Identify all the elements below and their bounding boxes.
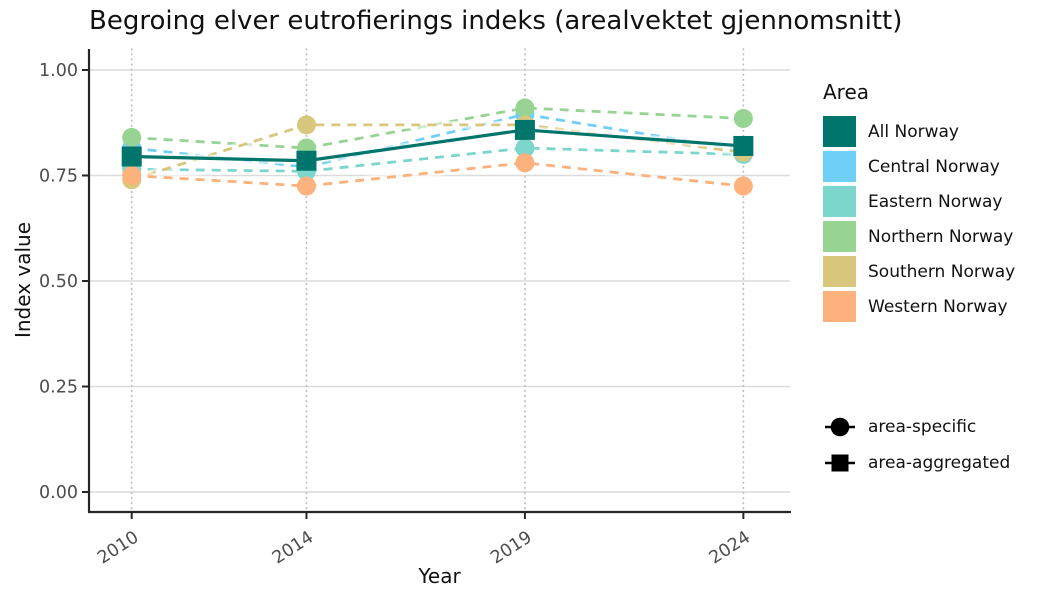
y-axis-title: Index value <box>11 222 35 338</box>
legend-label: Southern Norway <box>868 261 1016 282</box>
series-line-western-norway <box>131 161 744 188</box>
chart-title: Begroing elver eutrofierings indeks (are… <box>89 6 903 36</box>
axis-titles: Index value Year <box>11 222 461 588</box>
legend-title: Area <box>823 80 870 104</box>
legend-label: Eastern Norway <box>868 191 1003 212</box>
legend-item-all-norway: All Norway <box>823 116 1015 147</box>
legend-label: Western Norway <box>868 296 1008 317</box>
legend-swatch-western-norway <box>823 291 856 322</box>
x-tick-label-2024: 2024 <box>706 527 754 568</box>
marker-western-norway-2010 <box>122 166 142 185</box>
series-lines <box>127 103 748 191</box>
marker-western-norway-2024 <box>733 176 753 196</box>
y-tick-label-0.00: 0.00 <box>39 483 78 503</box>
color-legend: Area All Norway Central Norway Eastern N… <box>823 80 1015 326</box>
legend-item-southern-norway: Southern Norway <box>823 256 1015 287</box>
legend-swatch-central-norway <box>823 151 856 182</box>
circle-marker-icon <box>825 417 855 437</box>
marker-western-norway-2014 <box>296 176 316 196</box>
series-line-southern-norway <box>131 123 744 182</box>
marker-western-norway-2019 <box>515 153 535 173</box>
marker-northern-norway-2024 <box>733 109 753 129</box>
legend-swatch-all-norway <box>823 116 856 147</box>
legend-item-central-norway: Central Norway <box>823 151 1015 182</box>
x-tick-label-2010: 2010 <box>94 527 142 568</box>
legend-item-western-norway: Western Norway <box>823 291 1015 322</box>
marker-southern-norway-2014 <box>296 115 316 135</box>
x-axis-title: Year <box>417 564 461 588</box>
legend-item-northern-norway: Northern Norway <box>823 221 1015 252</box>
legend-label: Central Norway <box>868 156 1000 177</box>
marker-eastern-norway-2019 <box>515 138 535 158</box>
legend-item-eastern-norway: Eastern Norway <box>823 186 1015 217</box>
legend-swatch-northern-norway <box>823 221 856 252</box>
shape-legend-label: area-aggregated <box>868 453 1011 473</box>
series-line-all-norway <box>131 128 744 163</box>
legend-label: All Norway <box>868 121 959 142</box>
y-tick-label-0.75: 0.75 <box>39 167 78 187</box>
marker-northern-norway-2019 <box>515 98 535 118</box>
series-line-northern-norway <box>131 106 744 150</box>
y-tick-label-0.50: 0.50 <box>39 272 78 292</box>
shape-legend-label: area-specific <box>868 417 977 437</box>
legend-swatch-southern-norway <box>823 256 856 287</box>
marker-all-norway-2014 <box>296 150 317 171</box>
series-line-eastern-norway <box>131 146 744 173</box>
square-marker-icon <box>825 454 855 472</box>
series-markers <box>121 98 754 196</box>
shape-legend-item-area-aggregated: area-aggregated <box>823 445 1010 481</box>
x-tick-label-2014: 2014 <box>269 527 317 568</box>
axes <box>82 49 791 519</box>
y-tick-label-1.00: 1.00 <box>39 61 78 81</box>
marker-all-norway-2010 <box>121 146 142 167</box>
marker-all-norway-2024 <box>733 135 754 156</box>
marker-all-norway-2019 <box>514 119 535 140</box>
legend-label: Northern Norway <box>868 226 1014 247</box>
y-tick-label-0.25: 0.25 <box>39 378 78 398</box>
x-tick-label-2019: 2019 <box>487 527 535 568</box>
shape-legend: area-specific area-aggregated <box>823 409 1010 481</box>
marker-northern-norway-2010 <box>122 128 142 148</box>
shape-legend-item-area-specific: area-specific <box>823 409 1010 445</box>
legend-swatch-eastern-norway <box>823 186 856 217</box>
